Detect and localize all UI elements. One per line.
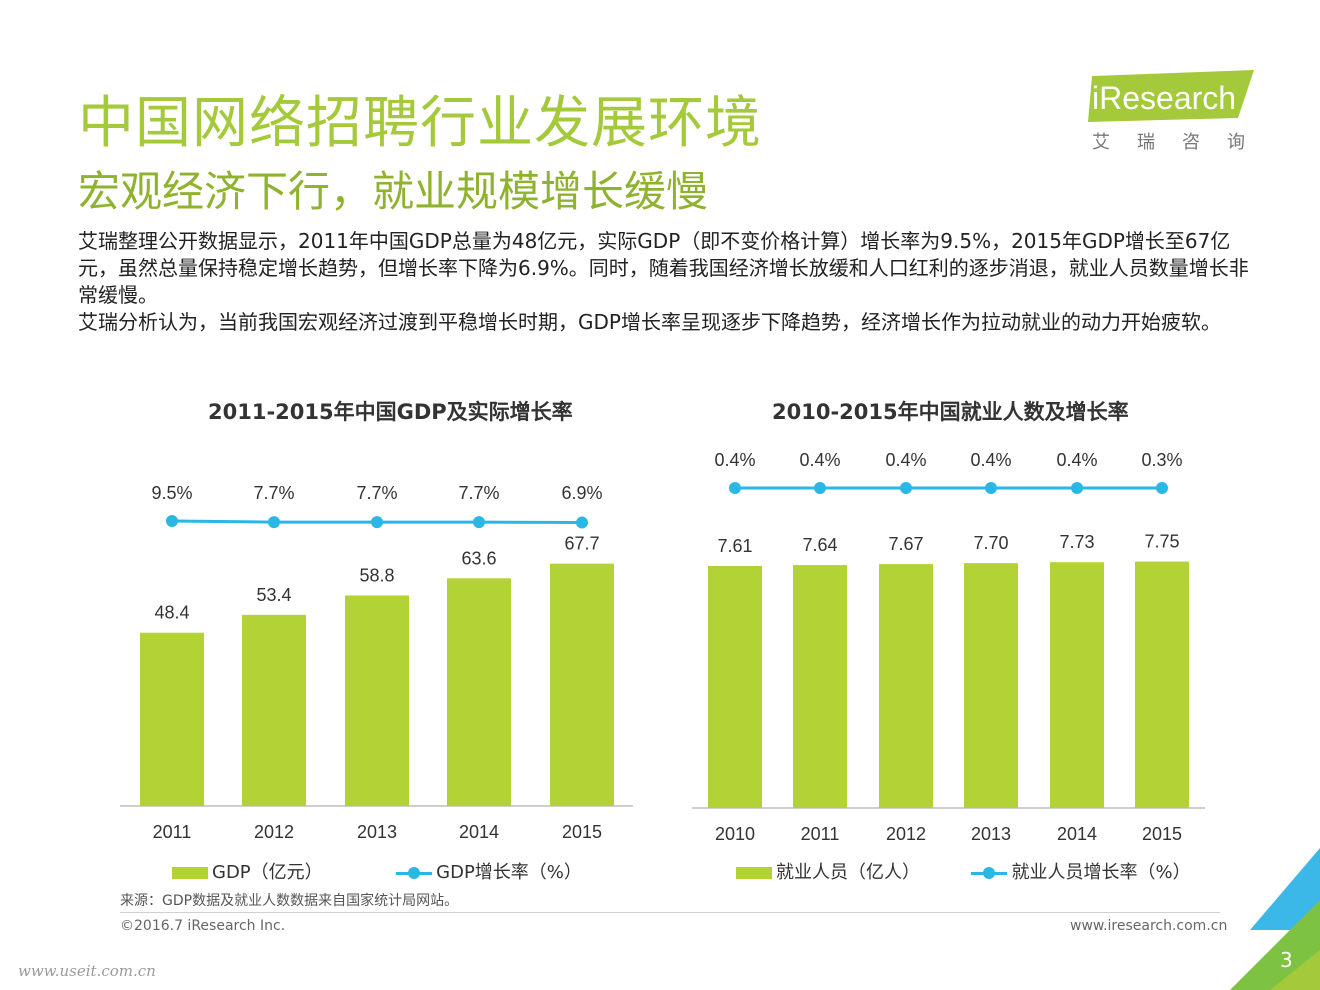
chart1-x-tick-2012: 2012	[254, 822, 294, 842]
page-subtitle: 宏观经济下行，就业规模增长缓慢	[78, 167, 709, 216]
chart2-legend-bar-label: 就业人员（亿人）	[776, 862, 920, 883]
chart1-growth-point-2015	[576, 516, 588, 529]
page-title: 中国网络招聘行业发展环境	[78, 91, 762, 156]
chart2-growth-point-2014	[1071, 482, 1083, 494]
chart2-bar-label-2013: 7.70	[973, 533, 1008, 553]
chart2-title: 2010-2015年中国就业人数及增长率	[772, 400, 1129, 424]
chart2-growth-label-2014: 0.4%	[1056, 450, 1097, 470]
chart2-bar-label-2014: 7.73	[1059, 532, 1094, 552]
chart2-growth-label-2012: 0.4%	[885, 450, 926, 470]
chart2-growth-label-2011: 0.4%	[799, 450, 840, 470]
chart1-legend-line-label: GDP增长率（%）	[436, 862, 582, 883]
chart2-bar-label-2015: 7.75	[1144, 532, 1179, 552]
chart2-x-tick-2013: 2013	[971, 824, 1011, 844]
chart1-growth-label-2013: 7.7%	[356, 483, 397, 503]
chart2-bar-2012	[879, 564, 933, 808]
source-note: 来源：GDP数据及就业人数数据来自国家统计局网站。	[120, 893, 459, 909]
chart1-legend-bar-label: GDP（亿元）	[212, 862, 323, 883]
chart1-title: 2011-2015年中国GDP及实际增长率	[208, 400, 573, 424]
copyright: ©2016.7 iResearch Inc.	[120, 918, 286, 934]
chart2-growth-label-2013: 0.4%	[970, 450, 1011, 470]
page-number: 3	[1280, 948, 1293, 972]
legend-bar-swatch	[172, 867, 208, 879]
chart1-bar-2015	[550, 563, 614, 806]
chart1-growth-label-2011: 9.5%	[151, 483, 192, 503]
logo-text: iResearch	[1092, 80, 1237, 116]
chart1-x-tick-2013: 2013	[357, 822, 397, 842]
chart1-bar-label-2015: 67.7	[564, 534, 599, 554]
chart2-growth-point-2011	[814, 482, 826, 494]
chart2-bar-2015	[1135, 561, 1189, 808]
chart2-growth-label-2010: 0.4%	[714, 450, 755, 470]
chart2-x-tick-2015: 2015	[1142, 824, 1182, 844]
chart1-growth-label-2014: 7.7%	[458, 483, 499, 503]
logo-chinese-text: 艾瑞咨询	[1092, 132, 1272, 153]
chart2-bar-label-2010: 7.61	[717, 536, 752, 556]
chart1-legend: GDP（亿元） GDP增长率（%）	[172, 858, 582, 884]
chart1-growth-label-2015: 6.9%	[561, 483, 602, 503]
chart2-legend: 就业人员（亿人） 就业人员增长率（%）	[736, 858, 1191, 884]
chart1-bar-2012	[242, 614, 306, 806]
chart2-bar-2010	[708, 566, 762, 808]
chart2-growth-point-2013	[985, 482, 997, 494]
chart1-growth-point-2013	[371, 516, 383, 529]
body-text: 艾瑞整理公开数据显示，2011年中国GDP总量为48亿元，实际GDP（即不变价格…	[78, 228, 1258, 336]
chart1-growth-point-2011	[166, 515, 178, 527]
legend-line-swatch	[971, 867, 1008, 879]
chart2-legend-line-label: 就业人员增长率（%）	[1011, 862, 1191, 883]
corner-decoration	[1230, 848, 1320, 990]
watermark: www.useit.com.cn	[18, 962, 156, 980]
chart2-x-tick-2014: 2014	[1057, 824, 1097, 844]
chart1-bar-label-2013: 58.8	[359, 565, 394, 585]
chart1-bar-2014	[447, 578, 511, 806]
body-paragraph-1: 艾瑞整理公开数据显示，2011年中国GDP总量为48亿元，实际GDP（即不变价格…	[78, 229, 1249, 307]
chart2-x-tick-2011: 2011	[801, 824, 840, 844]
chart2-bar-2011	[793, 565, 847, 808]
chart1-x-tick-2014: 2014	[459, 822, 499, 842]
chart1-growth-point-2014	[473, 516, 485, 529]
iresearch-logo	[1088, 70, 1254, 122]
chart1-bar-2011	[140, 632, 204, 806]
chart2-x-tick-2012: 2012	[886, 824, 926, 844]
chart1-bar-label-2014: 63.6	[461, 548, 496, 568]
body-paragraph-2: 艾瑞分析认为，当前我国宏观经济过渡到平稳增长时期，GDP增长率呈现逐步下降趋势，…	[78, 310, 1221, 334]
chart2-growth-point-2015	[1156, 482, 1168, 494]
website-link[interactable]: www.iresearch.com.cn	[1070, 918, 1228, 934]
chart1-bar-label-2011: 48.4	[154, 603, 189, 623]
chart1-growth-label-2012: 7.7%	[253, 483, 294, 503]
chart2-x-tick-2010: 2010	[715, 824, 755, 844]
chart2-bar-label-2011: 7.64	[802, 535, 837, 555]
chart2-growth-point-2012	[900, 482, 912, 494]
chart2-bar-label-2012: 7.67	[888, 534, 923, 554]
chart2-bar-2013	[964, 563, 1018, 808]
chart2-growth-label-2015: 0.3%	[1141, 450, 1182, 470]
legend-bar-swatch	[736, 867, 772, 879]
chart1-x-tick-2015: 2015	[562, 822, 602, 842]
chart1-x-tick-2011: 2011	[153, 822, 192, 842]
chart2-bar-2014	[1050, 562, 1104, 808]
chart1-growth-point-2012	[268, 516, 280, 529]
chart1-bar-label-2012: 53.4	[256, 585, 291, 605]
chart2-growth-point-2010	[729, 482, 741, 494]
footer-divider	[120, 912, 1220, 913]
chart1-bar-2013	[345, 595, 409, 806]
legend-line-swatch	[396, 867, 433, 879]
